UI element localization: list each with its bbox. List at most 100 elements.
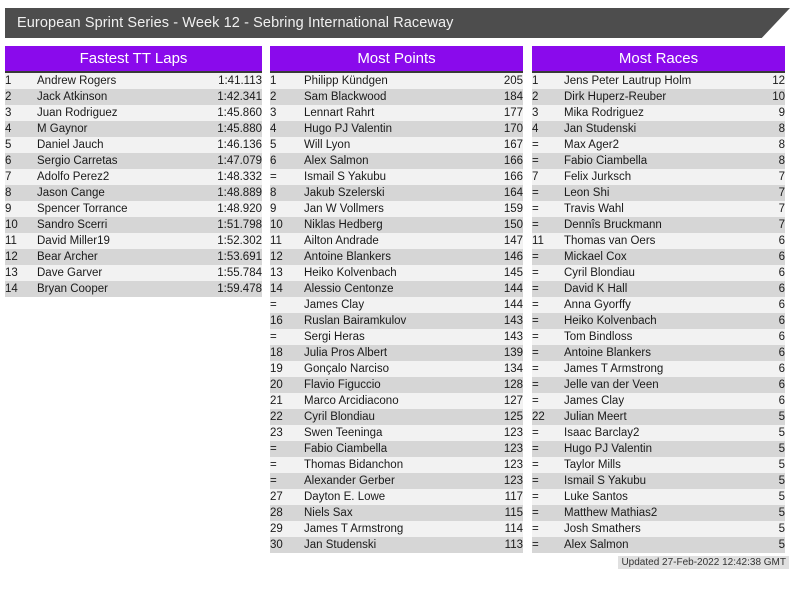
table-row: 14 Alessio Centonze 144 (270, 281, 523, 297)
row-driver-name: James Clay (564, 395, 625, 407)
row-value: 6 (778, 235, 785, 247)
row-driver-name: Luke Santos (564, 491, 628, 503)
row-driver-name: Ailton Andrade (304, 235, 379, 247)
table-most-points: 1 Philipp Kündgen 205 2 Sam Blackwood 184 3 Len… (270, 73, 523, 553)
table-row: = Alex Salmon 5 (532, 537, 785, 553)
row-value: 159 (503, 203, 523, 215)
row-value: 7 (778, 219, 785, 231)
row-position: = (532, 347, 539, 359)
table-row: 3 Lennart Rahrt 177 (270, 105, 523, 121)
row-value: 5 (778, 427, 785, 439)
row-driver-name: Isaac Barclay2 (564, 427, 640, 439)
row-position: 5 (270, 139, 277, 151)
table-body: 1 Jens Peter Lautrup Holm 12 2 Dirk Huperz-R… (532, 73, 785, 553)
row-position: 3 (270, 107, 277, 119)
table-row: = Fabio Ciambella 8 (532, 153, 785, 169)
row-value: 5 (778, 459, 785, 471)
row-position: 1 (5, 75, 12, 87)
table-row: 29 James T Armstrong 114 (270, 521, 523, 537)
row-position: = (270, 299, 277, 311)
row-driver-name: Hugo PJ Valentin (564, 443, 653, 455)
row-value: 5 (778, 539, 785, 551)
row-driver-name: Taylor Mills (564, 459, 621, 471)
row-value: 6 (778, 283, 785, 295)
table-row: 7 Felix Jurksch 7 (532, 169, 785, 185)
table-row: = Mickael Cox 6 (532, 249, 785, 265)
column-title-most-races: Most Races (532, 46, 785, 73)
row-driver-name: Flavio Figuccio (304, 379, 381, 391)
row-value: 205 (503, 75, 523, 87)
row-driver-name: James T Armstrong (304, 523, 404, 535)
table-row: = Alexander Gerber 123 (270, 473, 523, 489)
row-driver-name: Jan Studenski (564, 123, 637, 135)
table-row: 13 Heiko Kolvenbach 145 (270, 265, 523, 281)
table-row: = Josh Smathers 5 (532, 521, 785, 537)
row-driver-name: Cyril Blondiau (564, 267, 635, 279)
row-driver-name: Niklas Hedberg (304, 219, 383, 231)
table-row: 30 Jan Studenski 113 (270, 537, 523, 553)
table-row: = James T Armstrong 6 (532, 361, 785, 377)
table-row: = James Clay 6 (532, 393, 785, 409)
row-position: 12 (270, 251, 283, 263)
table-row: 7 Adolfo Perez2 1:48.332 (5, 169, 262, 185)
row-driver-name: Gonçalo Narciso (304, 363, 390, 375)
row-position: 8 (5, 187, 12, 199)
row-position: = (532, 379, 539, 391)
row-value: 6 (778, 395, 785, 407)
table-row: 4 Hugo PJ Valentin 170 (270, 121, 523, 137)
row-value: 1:45.880 (217, 123, 262, 135)
row-driver-name: Heiko Kolvenbach (304, 267, 397, 279)
row-value: 128 (503, 379, 523, 391)
row-value: 145 (503, 267, 523, 279)
row-position: 6 (270, 155, 277, 167)
row-position: = (270, 459, 277, 471)
row-driver-name: David Miller19 (37, 235, 110, 247)
row-driver-name: Jack Atkinson (37, 91, 108, 103)
table-row: 28 Niels Sax 115 (270, 505, 523, 521)
row-value: 166 (503, 155, 523, 167)
table-row: = David K Hall 6 (532, 281, 785, 297)
row-driver-name: Bear Archer (37, 251, 98, 263)
row-position: = (532, 331, 539, 343)
row-position: 14 (5, 283, 18, 295)
table-row: = Travis Wahl 7 (532, 201, 785, 217)
updated-timestamp: Updated 27-Feb-2022 12:42:38 GMT (618, 556, 789, 569)
table-row: 12 Antoine Blankers 146 (270, 249, 523, 265)
row-position: = (270, 331, 277, 343)
row-driver-name: Sandro Scerri (37, 219, 108, 231)
row-position: 3 (5, 107, 12, 119)
table-row: = Antoine Blankers 6 (532, 345, 785, 361)
row-value: 7 (778, 187, 785, 199)
row-value: 144 (503, 283, 523, 295)
table-row: 5 Will Lyon 167 (270, 137, 523, 153)
table-row: 9 Jan W Vollmers 159 (270, 201, 523, 217)
row-value: 134 (503, 363, 523, 375)
row-driver-name: Daniel Jauch (37, 139, 104, 151)
table-row: 4 M Gaynor 1:45.880 (5, 121, 262, 137)
row-position: = (270, 443, 277, 455)
row-position: = (532, 395, 539, 407)
row-driver-name: Niels Sax (304, 507, 353, 519)
row-driver-name: Thomas van Oers (564, 235, 656, 247)
table-row: 23 Swen Teeninga 123 (270, 425, 523, 441)
table-row: 22 Julian Meert 5 (532, 409, 785, 425)
row-driver-name: David K Hall (564, 283, 628, 295)
row-driver-name: Dayton E. Lowe (304, 491, 386, 503)
row-value: 5 (778, 491, 785, 503)
row-position: 1 (270, 75, 277, 87)
row-position: = (532, 299, 539, 311)
row-position: 4 (532, 123, 539, 135)
row-driver-name: Jan Studenski (304, 539, 377, 551)
table-row: = Cyril Blondiau 6 (532, 265, 785, 281)
table-row: 21 Marco Arcidiacono 127 (270, 393, 523, 409)
row-value: 1:52.302 (217, 235, 262, 247)
row-value: 167 (503, 139, 523, 151)
table-row: = Fabio Ciambella 123 (270, 441, 523, 457)
row-value: 1:47.079 (217, 155, 262, 167)
row-value: 10 (772, 91, 785, 103)
row-position: 4 (5, 123, 12, 135)
row-position: 20 (270, 379, 283, 391)
row-position: = (532, 315, 539, 327)
row-driver-name: Dennîs Bruckmann (564, 219, 662, 231)
row-driver-name: Adolfo Perez2 (37, 171, 110, 183)
